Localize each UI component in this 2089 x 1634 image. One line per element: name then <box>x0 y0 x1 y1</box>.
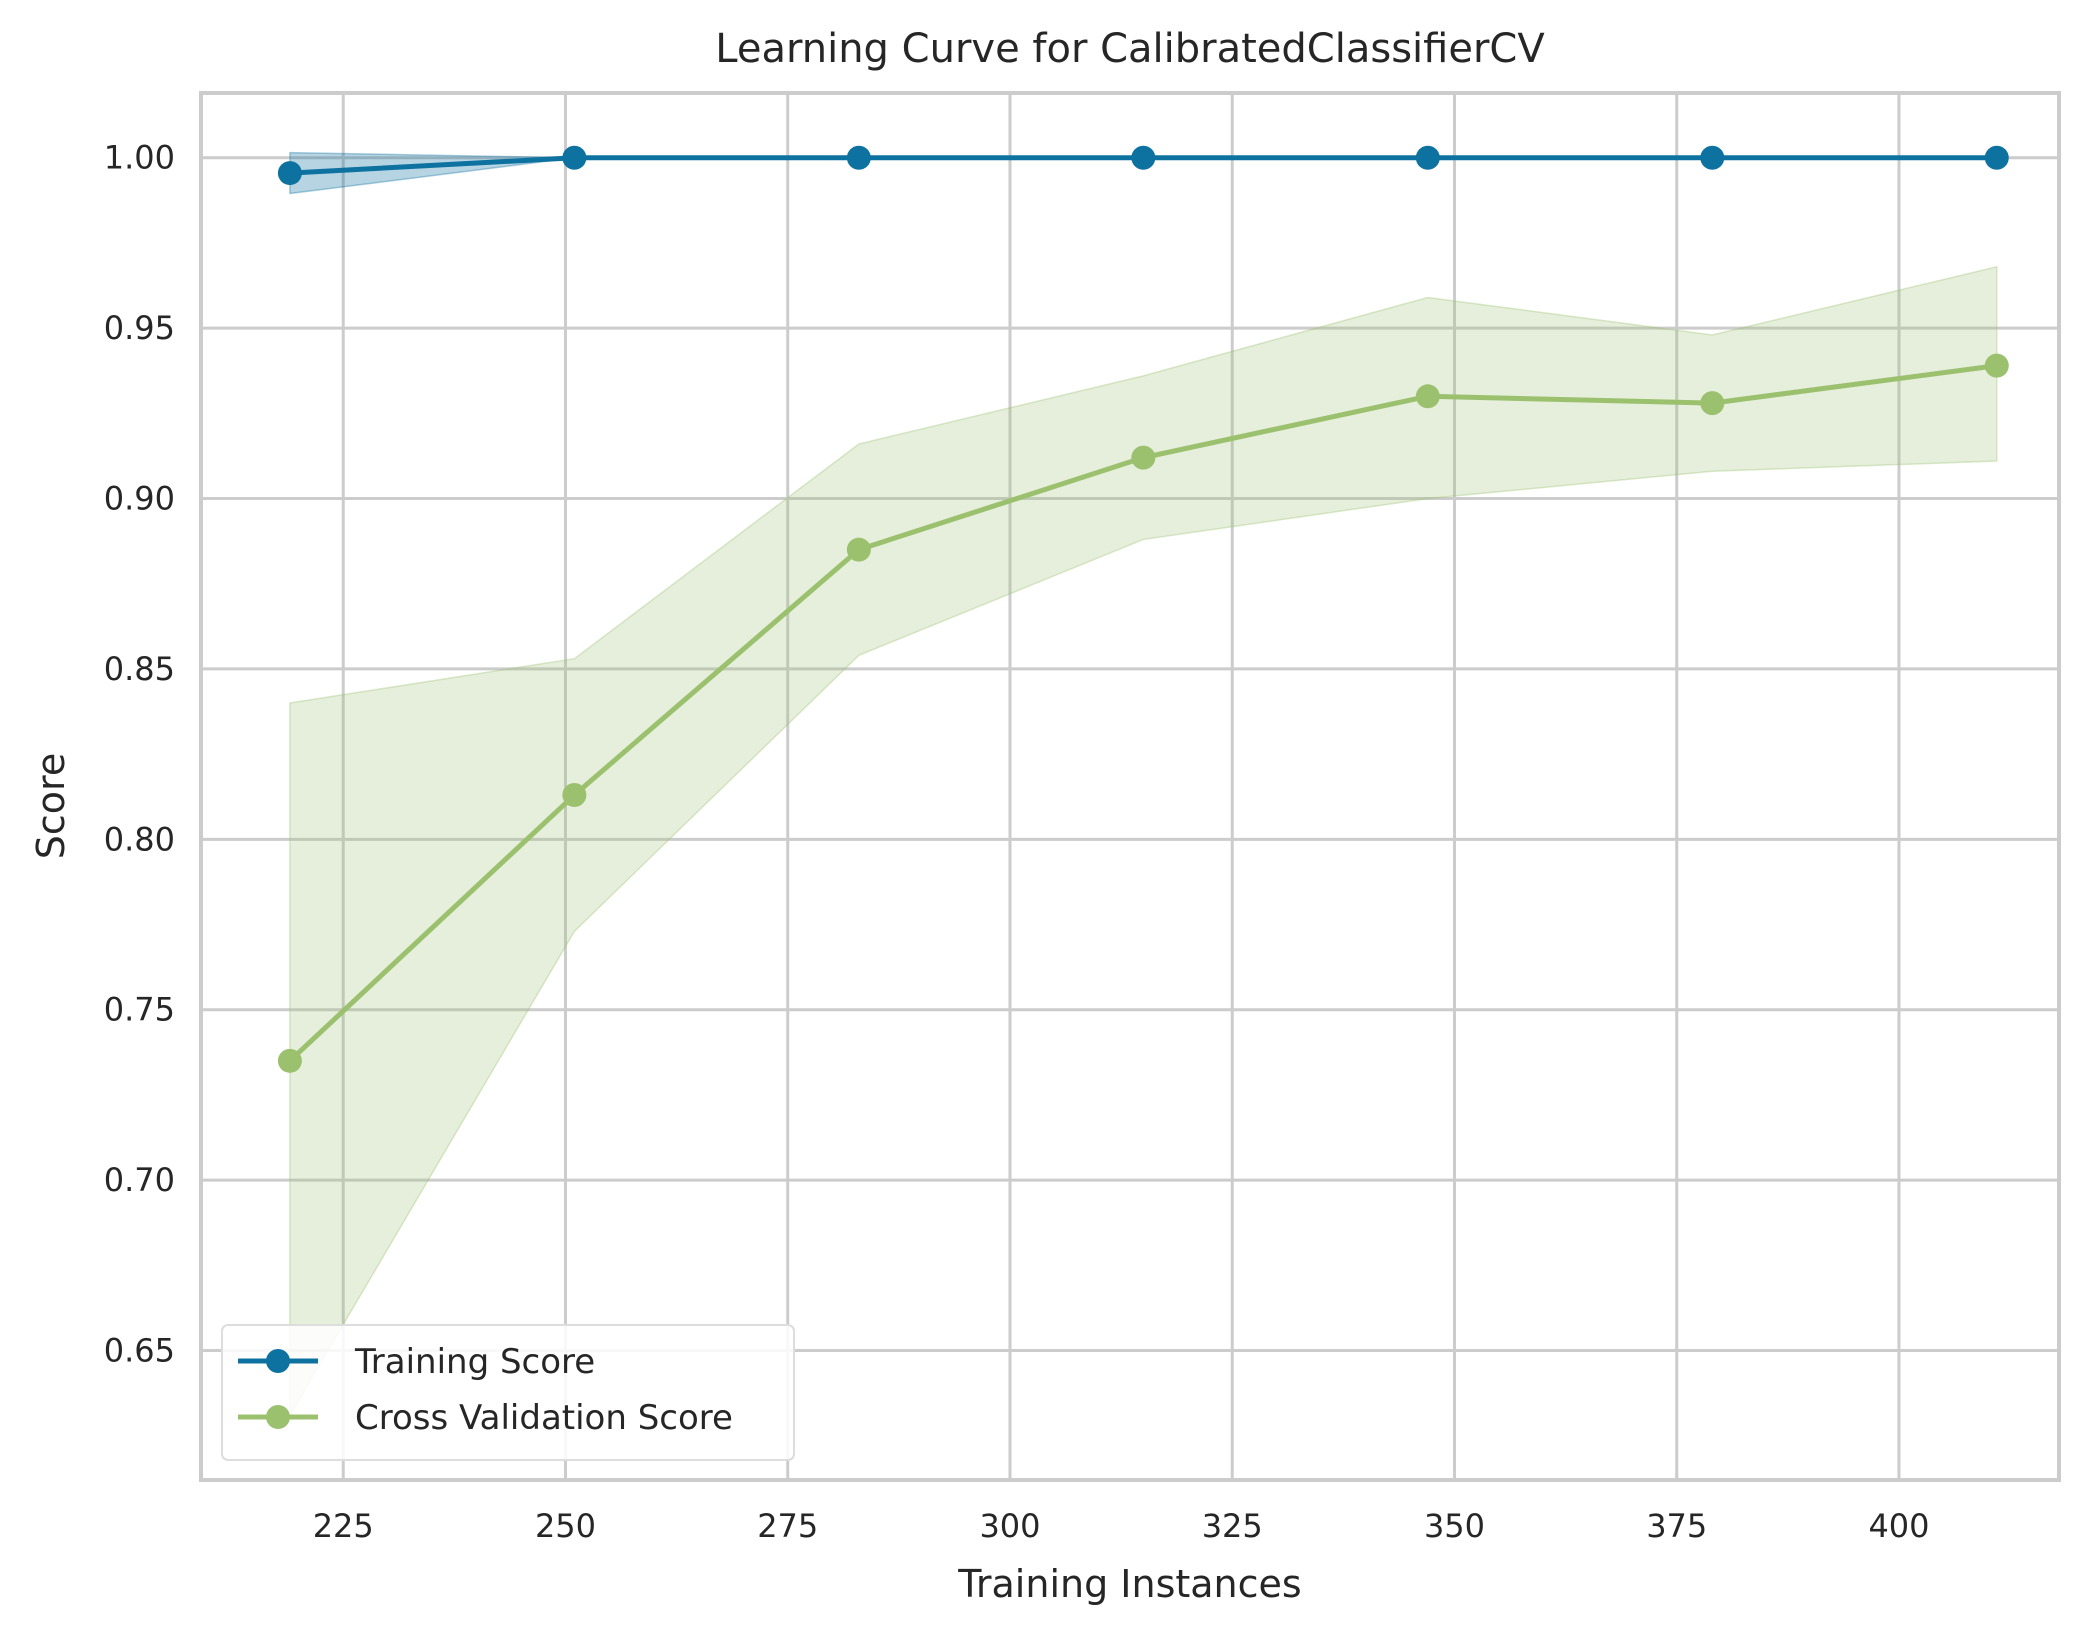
y-tick-label: 0.95 <box>104 309 175 347</box>
y-tick-label: 0.85 <box>104 650 175 688</box>
legend-box <box>221 1324 795 1461</box>
training-score-point <box>1700 145 1725 170</box>
x-tick-label: 400 <box>1868 1507 1929 1545</box>
legend-cv-label: Cross Validation Score <box>355 1398 733 1438</box>
legend-training-marker <box>266 1349 290 1373</box>
legend-training-label: Training Score <box>354 1342 595 1382</box>
cv-score-point <box>1700 391 1725 416</box>
y-axis-label: Score <box>29 753 73 859</box>
cv-score-point <box>277 1048 302 1073</box>
x-tick-label: 325 <box>1202 1507 1263 1545</box>
legend-cv-marker <box>266 1405 290 1429</box>
y-tick-label: 0.65 <box>104 1332 175 1370</box>
y-tick-label: 0.75 <box>104 991 175 1029</box>
series-points <box>277 145 2009 1073</box>
cv-score-point <box>562 783 587 808</box>
x-axis-label: Training Instances <box>957 1562 1301 1606</box>
x-tick-label: 225 <box>313 1507 374 1545</box>
plot-frame <box>199 91 2061 1482</box>
x-tick-label: 375 <box>1646 1507 1707 1545</box>
y-tick-label: 0.80 <box>104 820 175 858</box>
training-score-point <box>1131 145 1156 170</box>
x-tick-label: 275 <box>757 1507 818 1545</box>
x-tick-labels: 225 250 275 300 325 350 375 400 <box>313 1507 1930 1545</box>
x-tick-label: 250 <box>535 1507 596 1545</box>
cv-confidence-band <box>289 265 1998 1419</box>
y-tick-labels: 0.65 0.70 0.75 0.80 0.85 0.90 0.95 1.00 <box>104 139 175 1370</box>
training-score-point <box>277 161 302 186</box>
y-tick-label: 1.00 <box>104 139 175 177</box>
chart-title: Learning Curve for CalibratedClassifierC… <box>715 26 1545 72</box>
cv-score-point <box>1415 384 1440 409</box>
training-score-point <box>1415 145 1440 170</box>
training-score-point <box>1984 145 2009 170</box>
training-score-point <box>562 145 587 170</box>
training-score-point <box>846 145 871 170</box>
cv-score-point <box>1984 353 2009 378</box>
legend: Training Score Cross Validation Score <box>221 1324 795 1461</box>
cv-score-point <box>846 537 871 562</box>
cv-score-point <box>1131 445 1156 470</box>
x-tick-label: 300 <box>979 1507 1040 1545</box>
x-tick-label: 350 <box>1424 1507 1485 1545</box>
y-tick-label: 0.70 <box>104 1161 175 1199</box>
y-tick-label: 0.90 <box>104 480 175 518</box>
